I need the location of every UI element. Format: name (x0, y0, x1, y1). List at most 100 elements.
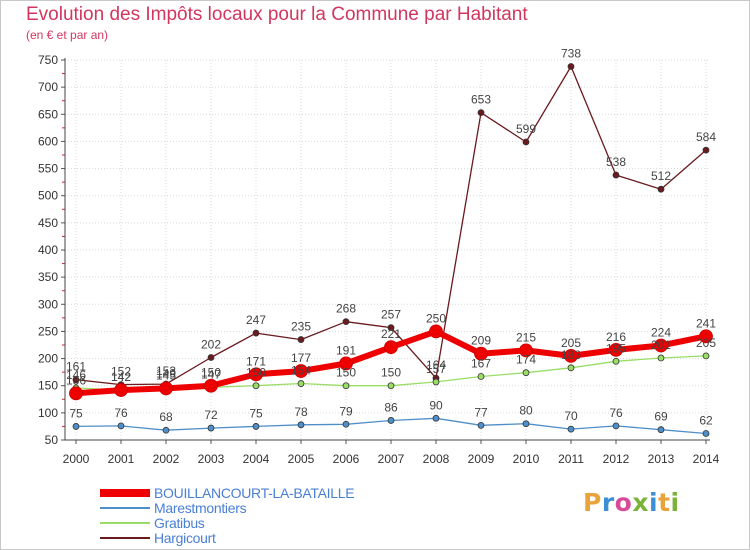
data-point-gratibus (657, 354, 665, 362)
data-point-bouillancourt-la-bataille (114, 383, 128, 397)
y-tick-label: 600 (38, 134, 58, 148)
y-tick-label: 500 (38, 189, 58, 203)
x-tick-label: 2002 (153, 452, 180, 466)
data-label-hargicourt: 152 (111, 365, 131, 379)
chart-subtitle: (en € et par an) (26, 28, 109, 42)
data-label-bouillancourt-la-bataille: 205 (561, 336, 581, 350)
logo-letter: r (601, 488, 615, 517)
data-label-hargicourt: 235 (291, 320, 311, 334)
data-point-gratibus (567, 364, 575, 372)
data-label-marestmontiers: 77 (474, 405, 488, 419)
data-point-bouillancourt-la-bataille (384, 340, 398, 355)
data-point-gratibus (477, 373, 485, 380)
logo-letter: o (614, 488, 633, 517)
data-label-marestmontiers: 75 (69, 406, 83, 420)
data-label-gratibus: 142 (111, 370, 131, 384)
y-tick-label: 450 (38, 216, 58, 230)
data-point-bouillancourt-la-bataille (249, 367, 263, 382)
data-label-hargicourt: 164 (426, 358, 446, 372)
data-label-bouillancourt-la-bataille: 241 (696, 316, 716, 330)
x-tick-label: 2012 (603, 452, 630, 466)
data-point-marestmontiers (207, 424, 215, 432)
data-point-hargicourt (72, 376, 80, 384)
x-tick-label: 2010 (513, 452, 540, 466)
data-label-marestmontiers: 76 (114, 406, 128, 420)
series-layer (69, 63, 713, 437)
data-label-bouillancourt-la-bataille: 209 (471, 334, 491, 348)
axes: 50 100 150 200 250 300 350 400 450 500 550 600 650 70… (38, 53, 720, 466)
data-label-marestmontiers: 80 (519, 404, 533, 418)
y-tick-label: 250 (38, 324, 58, 338)
data-label-bouillancourt-la-bataille: 177 (291, 351, 311, 365)
legend-swatch (100, 522, 150, 524)
data-label-gratibus: 157 (426, 362, 446, 376)
data-point-gratibus (297, 380, 305, 387)
logo-letter: x (632, 488, 649, 517)
data-label-gratibus: 146 (66, 368, 86, 382)
y-tick-label: 650 (38, 107, 58, 121)
data-label-hargicourt: 257 (381, 308, 401, 322)
y-tick-label: 50 (45, 433, 59, 447)
data-label-bouillancourt-la-bataille: 250 (426, 311, 446, 325)
legend-item: BOUILLANCOURT-LA-BATAILLE (100, 485, 355, 501)
logo-letter: t (658, 488, 671, 517)
data-label-marestmontiers: 69 (654, 410, 668, 424)
legend-item: Hargicourt (100, 530, 216, 546)
data-point-gratibus (612, 357, 620, 365)
data-point-bouillancourt-la-bataille (339, 356, 353, 371)
data-point-bouillancourt-la-bataille (654, 338, 668, 353)
data-label-bouillancourt-la-bataille: 142 (111, 370, 131, 384)
data-point-marestmontiers (432, 414, 440, 422)
data-label-bouillancourt-la-bataille: 171 (246, 354, 266, 368)
data-label-marestmontiers: 72 (204, 408, 218, 422)
data-point-marestmontiers (702, 430, 710, 437)
legend-label: BOUILLANCOURT-LA-BATAILLE (154, 485, 355, 501)
legend-swatch (100, 489, 150, 497)
data-point-gratibus (387, 382, 395, 390)
data-point-marestmontiers (72, 423, 80, 430)
x-tick-label: 2009 (468, 452, 495, 466)
data-label-gratibus: 154 (291, 364, 311, 378)
data-label-bouillancourt-la-bataille: 221 (381, 327, 401, 341)
data-label-marestmontiers: 90 (429, 398, 443, 412)
data-label-gratibus: 183 (561, 348, 581, 362)
x-tick-label: 2014 (693, 452, 720, 466)
data-label-marestmontiers: 70 (564, 409, 578, 423)
data-point-hargicourt (702, 146, 710, 154)
legend-item: Gratibus (100, 515, 205, 531)
data-point-marestmontiers (612, 422, 620, 430)
x-tick-label: 2013 (648, 452, 675, 466)
legend-label: Hargicourt (154, 530, 216, 546)
data-label-hargicourt: 202 (201, 337, 221, 351)
data-point-bouillancourt-la-bataille (609, 342, 623, 357)
data-point-bouillancourt-la-bataille (69, 386, 83, 401)
data-label-bouillancourt-la-bataille: 136 (66, 373, 86, 387)
data-label-gratibus: 149 (156, 366, 176, 380)
grid (65, 59, 710, 441)
data-point-bouillancourt-la-bataille (429, 324, 443, 339)
data-label-hargicourt: 653 (471, 93, 491, 107)
data-label-hargicourt: 738 (561, 47, 581, 61)
data-point-hargicourt (612, 171, 620, 179)
data-point-bouillancourt-la-bataille (294, 364, 308, 378)
data-point-gratibus (432, 378, 440, 386)
data-point-hargicourt (522, 138, 530, 146)
x-tick-label: 2001 (108, 452, 135, 466)
data-label-marestmontiers: 62 (699, 413, 713, 427)
data-label-gratibus: 147 (201, 367, 221, 381)
data-point-hargicourt (387, 324, 395, 332)
y-tick-label: 350 (38, 270, 58, 284)
data-point-marestmontiers (342, 420, 350, 428)
y-tick-label: 100 (38, 406, 58, 420)
data-point-hargicourt (477, 109, 485, 117)
y-tick-label: 200 (38, 352, 58, 366)
x-tick-label: 2003 (198, 452, 225, 466)
y-tick-label: 400 (38, 243, 58, 257)
y-tick-label: 750 (38, 53, 58, 67)
logo-letter: i (670, 488, 680, 517)
data-point-hargicourt (342, 318, 350, 326)
x-tick-label: 2000 (63, 452, 90, 466)
legend-item: Marestmontiers (100, 500, 247, 516)
x-tick-label: 2004 (243, 452, 270, 466)
